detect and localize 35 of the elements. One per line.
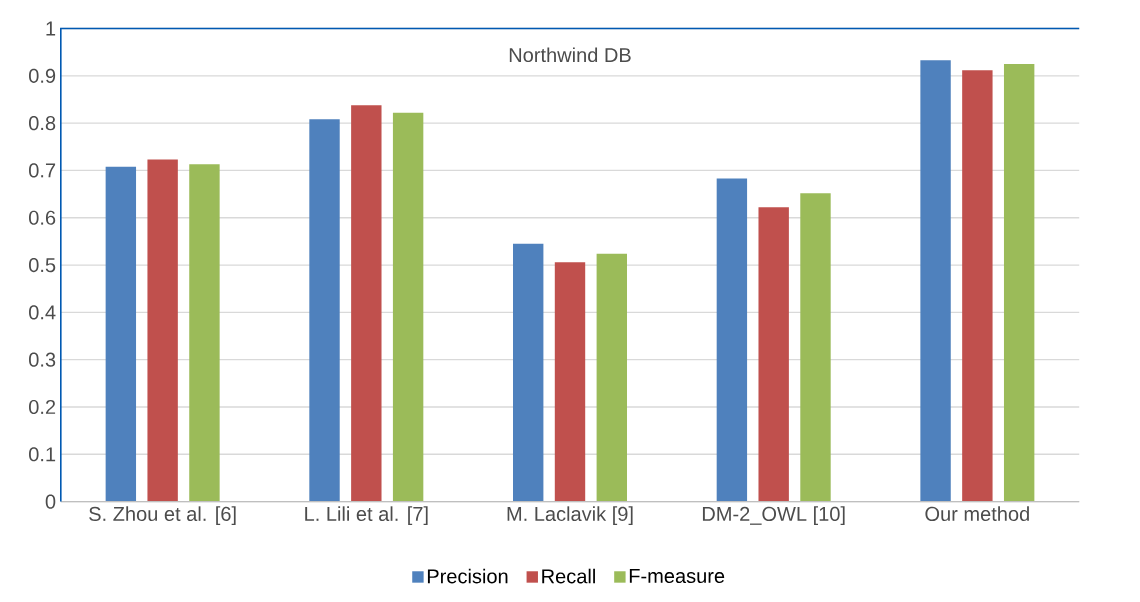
y-tick-label: 0.3: [29, 352, 56, 367]
y-tick-label: 0.7: [29, 163, 56, 178]
bar: [147, 159, 178, 502]
bar: [716, 178, 748, 502]
y-tick-label: 0.2: [29, 399, 56, 414]
bar: [596, 253, 628, 502]
bar: [189, 164, 220, 502]
x-tick-label: S. Zhou et al. [6]: [89, 506, 236, 525]
y-tick-label: 0: [45, 494, 56, 509]
x-tick-label: L. Lili et al. [7]: [305, 506, 428, 525]
bar: [800, 192, 831, 502]
bar: [309, 119, 340, 502]
bar: [1003, 63, 1035, 502]
legend-label: F-measure: [629, 568, 725, 583]
y-tick-label: 0.5: [29, 257, 56, 272]
x-tick-label: M. Laclavik [9]: [507, 506, 633, 525]
y-tick-label: 0.9: [29, 68, 56, 83]
y-tick-label: 0.6: [29, 210, 56, 225]
y-tick-label: 0.1: [29, 447, 56, 462]
bar: [392, 112, 424, 502]
bar: [920, 60, 951, 502]
legend-label: Precision: [427, 568, 508, 584]
bar: [962, 69, 993, 502]
bar: [105, 166, 137, 502]
bar: [351, 105, 382, 502]
y-tick-label: 0.4: [29, 305, 56, 320]
bar: [758, 207, 789, 502]
y-tick-label: 0.8: [29, 115, 56, 131]
legend-label: Recall: [542, 568, 595, 584]
bar: [513, 243, 544, 502]
y-tick-label: 1: [46, 21, 56, 36]
x-tick-label: DM-2_OWL [10]: [702, 506, 845, 525]
bar: [554, 262, 586, 502]
text: Northwind DB: [509, 47, 631, 62]
x-tick-label: Our method: [925, 506, 1029, 521]
